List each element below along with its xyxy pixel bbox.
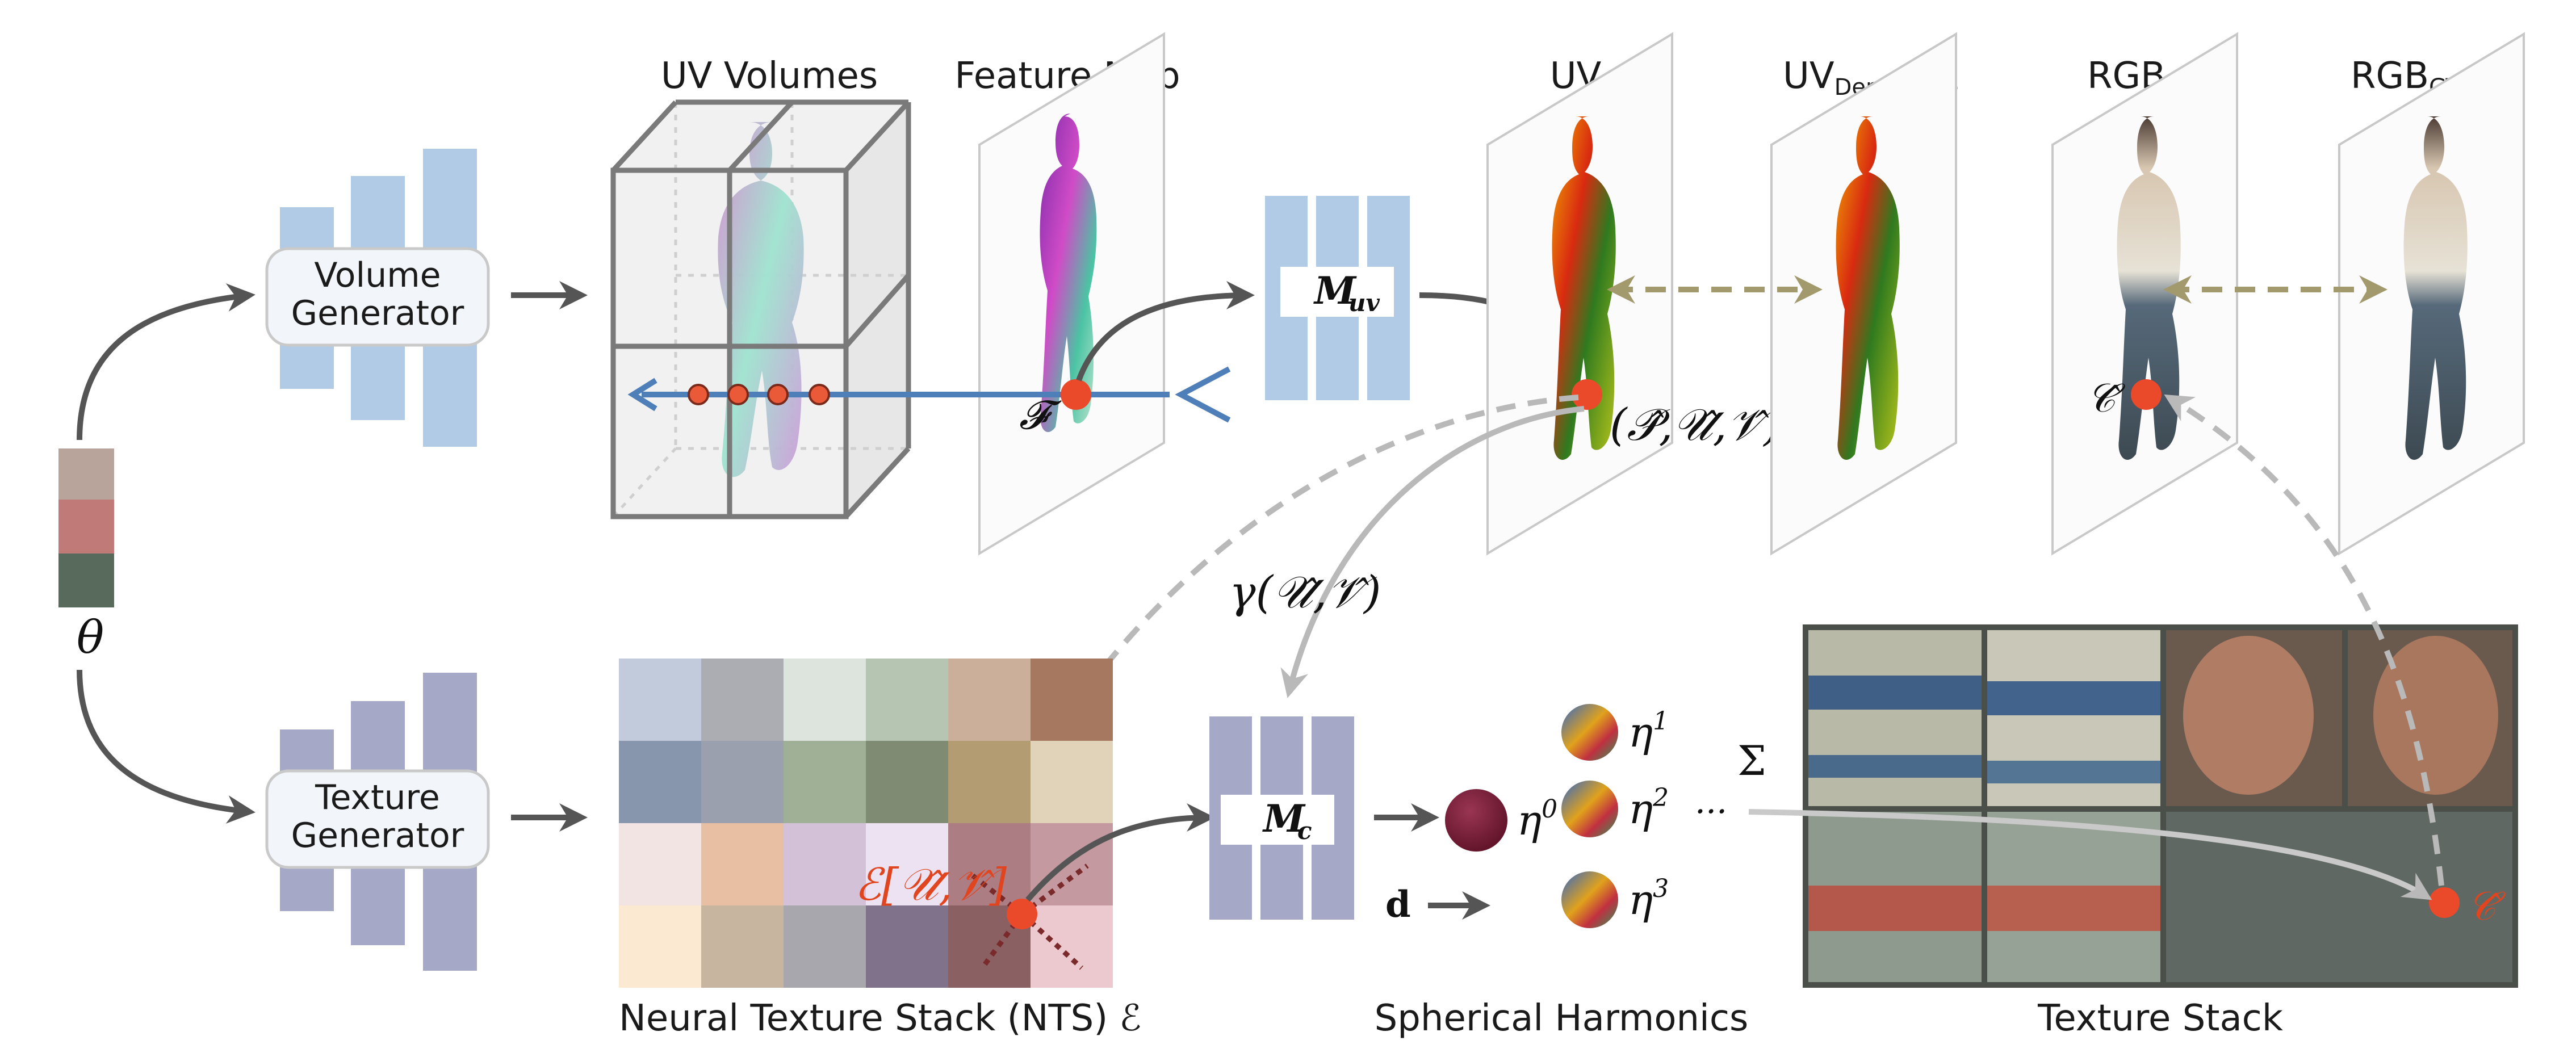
arrow-feature-to-muv xyxy=(1076,281,1255,381)
rgb-sample-point xyxy=(2131,379,2162,410)
uv-sample-point xyxy=(1572,379,1602,410)
eta-1: η1 xyxy=(1628,707,1669,756)
m-c-sub: c xyxy=(1297,817,1312,845)
texture-generator-line1: Texture xyxy=(315,778,440,817)
volume-generator-line2: Generator xyxy=(291,293,464,333)
texture-stack-caption: Texture Stack xyxy=(2037,997,2283,1039)
theta-symbol: θ xyxy=(77,611,104,664)
view-direction-symbol: d xyxy=(1385,883,1411,926)
sh-sphere-0 xyxy=(1445,789,1507,852)
arrow-nts-to-mc xyxy=(1025,803,1215,902)
m-uv-network: M uv xyxy=(1265,196,1410,400)
arrow-theta-to-volume xyxy=(77,283,255,441)
feature-map-plane: Feature Map 𝓕 xyxy=(954,32,1180,556)
arrow-uv-to-mc xyxy=(1280,406,1585,698)
rgb-plane: RGB 𝒞̂ xyxy=(2051,32,2238,556)
sh-sphere-1 xyxy=(1561,704,1618,761)
m-c-main: M xyxy=(1262,796,1306,841)
feature-sample-point xyxy=(1061,379,1091,410)
uv-plane: UV (𝒫̂,𝒰̂,𝒱̂) xyxy=(1486,32,1781,556)
volume-generator: Volume Generator xyxy=(265,149,490,447)
sum-symbol: Σ xyxy=(1737,737,1766,785)
uv-volumes-cube: UV Volumes xyxy=(610,55,911,519)
neural-texture-stack: ℰ[𝒰̂,𝒱̂] xyxy=(619,659,1113,988)
texture-stack: 𝒞̂ xyxy=(1803,624,2518,988)
camera-ray xyxy=(627,366,1231,423)
sh-caption: Spherical Harmonics xyxy=(1375,997,1749,1039)
puv-label: (𝒫̂,𝒰̂,𝒱̂) xyxy=(1610,400,1781,451)
latent-code: θ xyxy=(58,448,114,664)
nts-sample-point xyxy=(1007,899,1037,929)
arrow-theta-to-texture xyxy=(77,669,255,824)
texture-generator-line2: Generator xyxy=(291,816,464,855)
nts-caption: Neural Texture Stack (NTS) ℰ xyxy=(619,997,1141,1039)
uv-densepose-plane: UVDensePose xyxy=(1770,32,1958,556)
arrow-sum-to-stack xyxy=(1748,809,2432,900)
m-uv-sub: uv xyxy=(1348,289,1380,317)
m-uv-main: M xyxy=(1313,269,1357,313)
texture-sample-point xyxy=(2429,887,2460,918)
eta-2: η2 xyxy=(1628,783,1669,833)
uv-volumes-label: UV Volumes xyxy=(661,55,878,97)
m-c-network: M c xyxy=(1209,716,1354,920)
arrow-stack-to-rgb xyxy=(2164,394,2444,886)
eta-3: η3 xyxy=(1628,874,1669,924)
eta-0: η0 xyxy=(1517,795,1557,844)
spherical-harmonics: η0 η1 η2 ··· η3 Σ d xyxy=(1385,704,1766,928)
sh-dots: ··· xyxy=(1695,792,1727,832)
sh-sphere-3 xyxy=(1561,871,1618,928)
texture-generator: Texture Generator xyxy=(265,673,490,971)
volume-generator-line1: Volume xyxy=(314,255,441,295)
gamma-label: γ(𝒰̂,𝒱̂) xyxy=(1229,567,1381,618)
sh-sphere-2 xyxy=(1561,781,1618,837)
rgb-gt-plane: RGBGT xyxy=(2338,32,2525,556)
nts-lookup-label: ℰ[𝒰̂,𝒱̂] xyxy=(855,859,1007,911)
